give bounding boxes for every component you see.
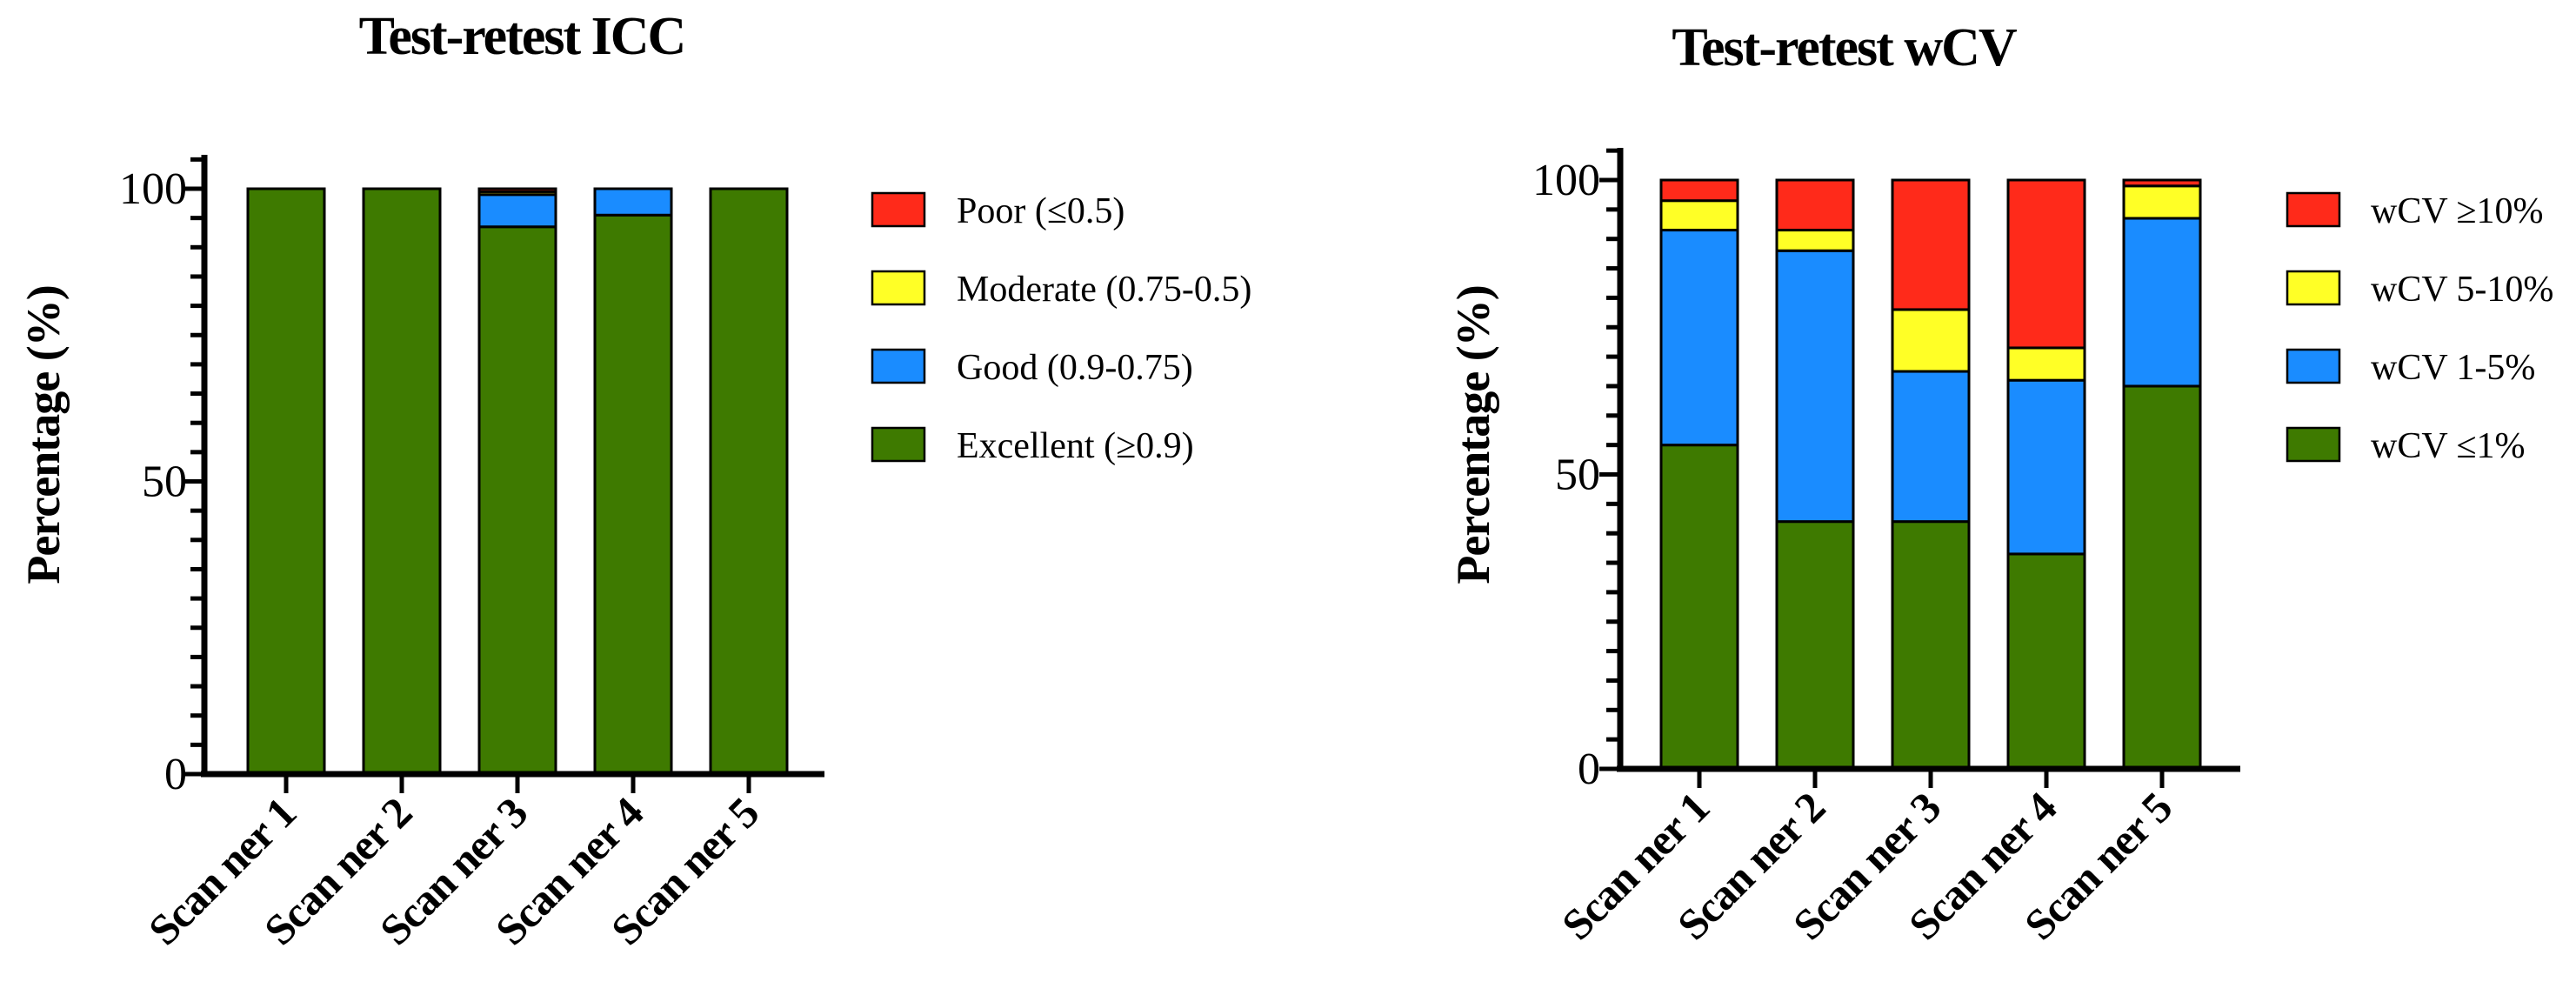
wcv-y-tick-label: 100 — [1532, 156, 1600, 205]
icc-bar-1-excellent — [246, 187, 326, 776]
wcv-bar-4-poor — [2006, 178, 2086, 350]
wcv-bar-5-moderate — [2122, 184, 2202, 220]
icc-legend-label-poor: Poor (≤0.5) — [957, 191, 1124, 231]
wcv-bar-2-good — [1775, 249, 1855, 524]
wcv-bar-3-excellent — [1891, 520, 1971, 771]
wcv-chart: Test-retest wCV Percentage (%) 050100Sca… — [1447, 18, 2553, 949]
wcv-bar-4-moderate — [2006, 346, 2086, 382]
wcv-legend-label-poor: wCV ≥10% — [2371, 191, 2543, 231]
wcv-bar-2-moderate — [1775, 229, 1855, 252]
wcv-bar-5-excellent — [2122, 384, 2202, 771]
wcv-legend-swatch-good — [2286, 348, 2341, 384]
wcv-legend: wCV ≥10% wCV 5-10% wCV 1-5% wCV ≤1% — [2286, 191, 2553, 466]
icc-bars — [246, 187, 789, 776]
wcv-bar-5-good — [2122, 217, 2202, 388]
wcv-bars — [1659, 178, 2202, 771]
wcv-bar-1-excellent — [1659, 444, 1739, 771]
icc-bar-4-good — [593, 187, 673, 217]
wcv-y-axis-label: Percentage (%) — [1447, 285, 1499, 584]
wcv-legend-swatch-moderate — [2286, 270, 2341, 306]
icc-title: Test-retest ICC — [359, 7, 685, 66]
wcv-bar-3-good — [1891, 370, 1971, 524]
wcv-bar-5-poor — [2122, 178, 2202, 188]
wcv-y-tick-label: 0 — [1578, 745, 1600, 794]
wcv-bar-2-poor — [1775, 178, 1855, 232]
icc-legend-swatch-good — [871, 348, 926, 384]
icc-legend-label-excellent: Excellent (≥0.9) — [957, 426, 1194, 466]
icc-chart: Test-retest ICC Percentage (%) 050100Sca… — [17, 7, 1251, 954]
icc-y-axis-label: Percentage (%) — [17, 285, 70, 584]
icc-bar-3-excellent — [477, 225, 557, 776]
icc-legend-label-good: Good (0.9-0.75) — [957, 348, 1193, 388]
icc-legend-label-moderate: Moderate (0.75-0.5) — [957, 270, 1251, 310]
wcv-bar-1-moderate — [1659, 199, 1739, 232]
wcv-bar-1-poor — [1659, 178, 1739, 203]
wcv-legend-label-good: wCV 1-5% — [2371, 348, 2535, 388]
icc-bar-5-excellent — [709, 187, 789, 776]
icc-bar-3-good — [477, 193, 557, 229]
wcv-legend-label-excellent: wCV ≤1% — [2371, 426, 2525, 466]
icc-y-tick-label: 0 — [164, 750, 187, 799]
wcv-legend-swatch-excellent — [2286, 426, 2341, 463]
wcv-bar-1-good — [1659, 229, 1739, 447]
icc-legend-swatch-poor — [871, 191, 926, 228]
wcv-bar-3-moderate — [1891, 308, 1971, 373]
icc-legend-swatch-moderate — [871, 270, 926, 306]
icc-bar-4-excellent — [593, 213, 673, 776]
wcv-y-tick-label: 50 — [1555, 451, 1600, 500]
icc-bar-2-excellent — [362, 187, 442, 776]
wcv-legend-label-moderate: wCV 5-10% — [2371, 270, 2553, 310]
wcv-bar-4-excellent — [2006, 552, 2086, 771]
icc-legend: Poor (≤0.5) Moderate (0.75-0.5) Good (0.9-… — [871, 191, 1251, 466]
icc-bar-3-poor — [477, 187, 557, 193]
wcv-legend-swatch-poor — [2286, 191, 2341, 228]
wcv-bar-4-good — [2006, 378, 2086, 556]
icc-y-tick-label: 50 — [142, 457, 187, 507]
icc-y-tick-label: 100 — [119, 164, 187, 214]
icc-legend-swatch-excellent — [871, 426, 926, 463]
wcv-title: Test-retest wCV — [1672, 18, 2018, 77]
wcv-bar-2-excellent — [1775, 520, 1855, 771]
wcv-bar-3-poor — [1891, 178, 1971, 311]
